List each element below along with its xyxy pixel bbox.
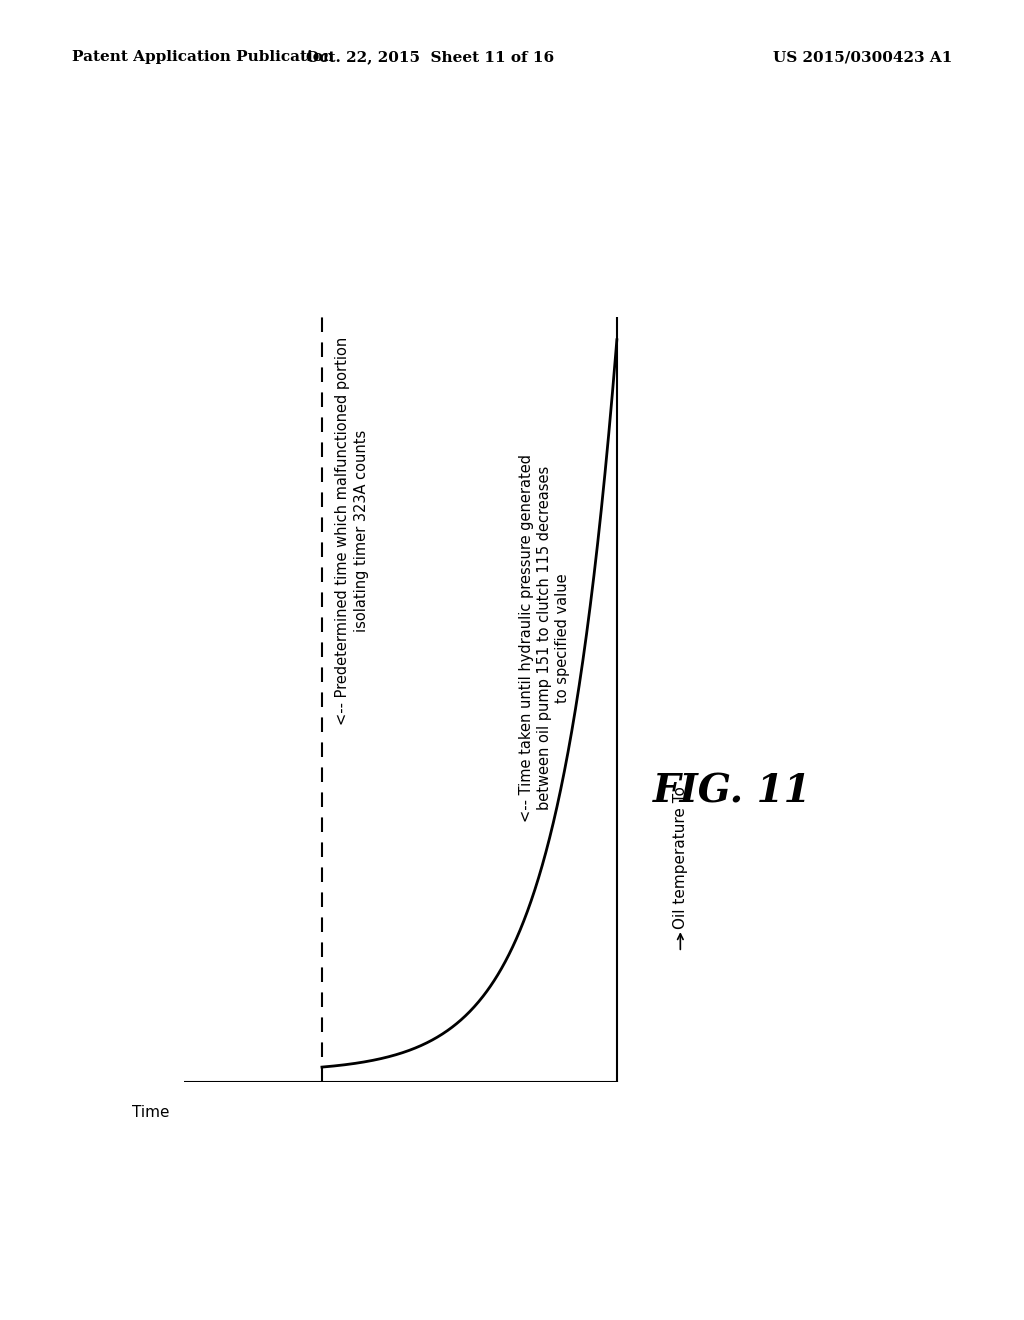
Text: FIG. 11: FIG. 11: [652, 772, 811, 810]
Text: Patent Application Publication: Patent Application Publication: [72, 50, 334, 65]
Text: isolating timer 323A counts: isolating timer 323A counts: [353, 430, 369, 632]
Text: Oct. 22, 2015  Sheet 11 of 16: Oct. 22, 2015 Sheet 11 of 16: [306, 50, 554, 65]
Text: to specified value: to specified value: [555, 573, 570, 704]
Text: Time: Time: [132, 1105, 170, 1121]
Text: <-- Time taken until hydraulic pressure generated: <-- Time taken until hydraulic pressure …: [518, 454, 534, 822]
Text: Oil temperature To: Oil temperature To: [673, 787, 688, 929]
Text: between oil pump 151 to clutch 115 decreases: between oil pump 151 to clutch 115 decre…: [537, 466, 552, 810]
Text: <-- Predetermined time which malfunctioned portion: <-- Predetermined time which malfunction…: [335, 337, 350, 725]
Text: US 2015/0300423 A1: US 2015/0300423 A1: [773, 50, 952, 65]
